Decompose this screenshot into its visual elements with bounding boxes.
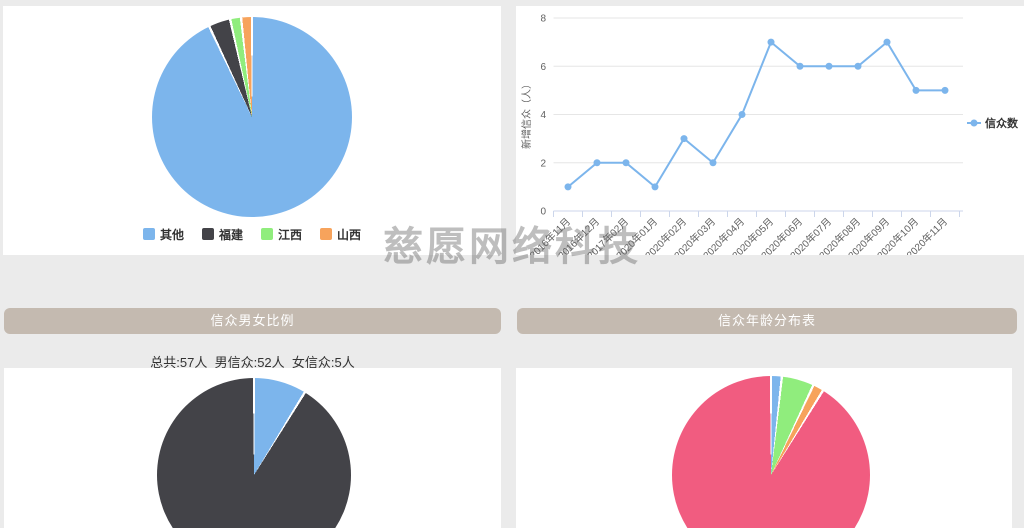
- age-pie-chart[interactable]: [672, 376, 870, 528]
- gender-summary-text: 总共:57人 男信众:52人 女信众:5人: [150, 355, 355, 370]
- legend-item-1[interactable]: 其他: [142, 226, 184, 243]
- data-point[interactable]: [912, 86, 920, 94]
- data-point[interactable]: [883, 38, 891, 46]
- data-point[interactable]: [767, 38, 775, 46]
- region-pie-legend: 其他 福建 江西 山西: [3, 226, 501, 242]
- gender-pie-card: [4, 368, 501, 528]
- data-point[interactable]: [622, 159, 630, 167]
- legend-label: 江西: [278, 227, 303, 242]
- data-point[interactable]: [709, 159, 717, 167]
- age-section-title: 信众年龄分布表: [717, 313, 816, 328]
- data-point[interactable]: [593, 159, 601, 167]
- legend-item-4[interactable]: 山西: [320, 226, 361, 243]
- gender-section-header: 信众男女比例: [4, 308, 501, 334]
- data-point[interactable]: [796, 62, 804, 70]
- legend-dot-glyph: [970, 119, 978, 127]
- gender-section-title: 信众男女比例: [210, 313, 295, 328]
- gender-pie-chart[interactable]: [157, 378, 351, 528]
- line-chart-card: 0 2 4 6 8 2016年11月 2016年12月 2017年02月 2020年01月 202…: [516, 6, 1024, 255]
- data-point[interactable]: [854, 62, 862, 70]
- legend-swatch: [201, 228, 214, 240]
- line-chart-svg: 024682016年11月2016年12月2017年02月2020年01月202…: [520, 14, 1019, 256]
- legend-label: 山西: [337, 227, 362, 242]
- data-point[interactable]: [738, 111, 746, 118]
- legend-swatch: [320, 228, 333, 240]
- series-line[interactable]: [567, 40, 945, 189]
- line-legend[interactable]: 信众数: [967, 116, 1019, 130]
- y-tick-label: 8: [540, 14, 546, 25]
- age-pie-card: [516, 368, 1012, 528]
- legend-swatch: [261, 228, 273, 240]
- new-believers-line-chart[interactable]: 0 2 4 6 8 2016年11月 2016年12月 2017年02月 2020年01月 202…: [516, 6, 1024, 256]
- legend-label: 福建: [218, 227, 243, 242]
- legend-item-3[interactable]: 江西: [261, 226, 302, 243]
- legend-swatch: [142, 228, 155, 240]
- data-point[interactable]: [564, 183, 572, 191]
- y-tick-label: 0: [540, 207, 546, 218]
- data-point[interactable]: [825, 62, 833, 70]
- legend-series-label: 信众数: [985, 116, 1019, 130]
- region-pie-card: 其他 福建 江西 山西: [3, 6, 501, 255]
- y-tick-label: 6: [540, 62, 546, 73]
- y-tick-label: 2: [540, 158, 546, 169]
- legend-label: 其他: [159, 227, 184, 242]
- data-point[interactable]: [651, 183, 659, 191]
- data-point[interactable]: [680, 135, 688, 143]
- age-section-header: 信众年龄分布表: [517, 308, 1017, 334]
- legend-item-2[interactable]: 福建: [201, 226, 243, 243]
- y-tick-label: 4: [540, 110, 546, 121]
- region-pie-chart[interactable]: [152, 17, 352, 217]
- data-point[interactable]: [941, 86, 949, 94]
- y-axis-title: 新增信众（人）: [520, 79, 533, 149]
